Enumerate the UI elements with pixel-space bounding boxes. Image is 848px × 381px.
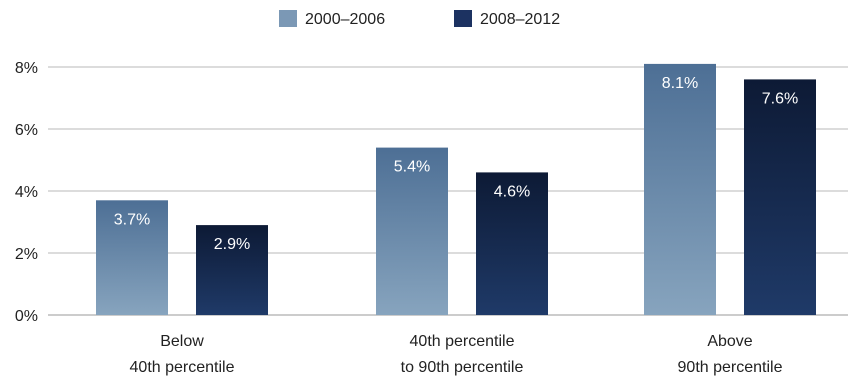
- x-category-label: 90th percentile: [678, 359, 783, 376]
- bar-series1-cat1: [96, 200, 168, 315]
- x-category-label: Below: [160, 333, 204, 350]
- bar-value-label: 8.1%: [662, 75, 698, 92]
- bar-series1-cat2: [376, 147, 448, 315]
- bar-value-label: 4.6%: [494, 183, 530, 200]
- x-category-label: to 90th percentile: [401, 359, 524, 376]
- legend-swatch: [279, 10, 297, 27]
- bar-value-label: 2.9%: [214, 236, 250, 253]
- x-category-label: 40th percentile: [130, 359, 235, 376]
- bar-series1-cat3: [644, 63, 716, 316]
- bar-series2-cat1: [196, 225, 268, 315]
- y-tick-label: 4%: [15, 184, 38, 201]
- legend-label: 2000–2006: [305, 11, 385, 28]
- y-axis: 0% 2% 4% 6% 8%: [15, 60, 38, 325]
- legend-item-2: 2008–2012: [454, 10, 560, 28]
- legend-label: 2008–2012: [480, 11, 560, 28]
- x-category-label: 40th percentile: [410, 333, 515, 350]
- bar-value-label: 5.4%: [394, 159, 430, 176]
- y-tick-label: 8%: [15, 60, 38, 77]
- bar-series2-cat2: [476, 172, 548, 315]
- legend-item-1: 2000–2006: [279, 10, 385, 28]
- bar-value-label: 7.6%: [762, 90, 798, 107]
- x-category-label: Above: [707, 333, 752, 350]
- bars: 3.7% 2.9% 5.4% 4.6% 8.1% 7.6%: [96, 63, 816, 316]
- bar-series2-cat3: [744, 79, 816, 316]
- legend-swatch: [454, 10, 472, 27]
- y-tick-label: 0%: [15, 308, 38, 325]
- y-tick-label: 6%: [15, 122, 38, 139]
- y-tick-label: 2%: [15, 246, 38, 263]
- legend: 2000–2006 2008–2012: [279, 10, 560, 28]
- x-axis: Below 40th percentile 40th percentile to 90…: [130, 333, 783, 376]
- bar-value-label: 3.7%: [114, 211, 150, 228]
